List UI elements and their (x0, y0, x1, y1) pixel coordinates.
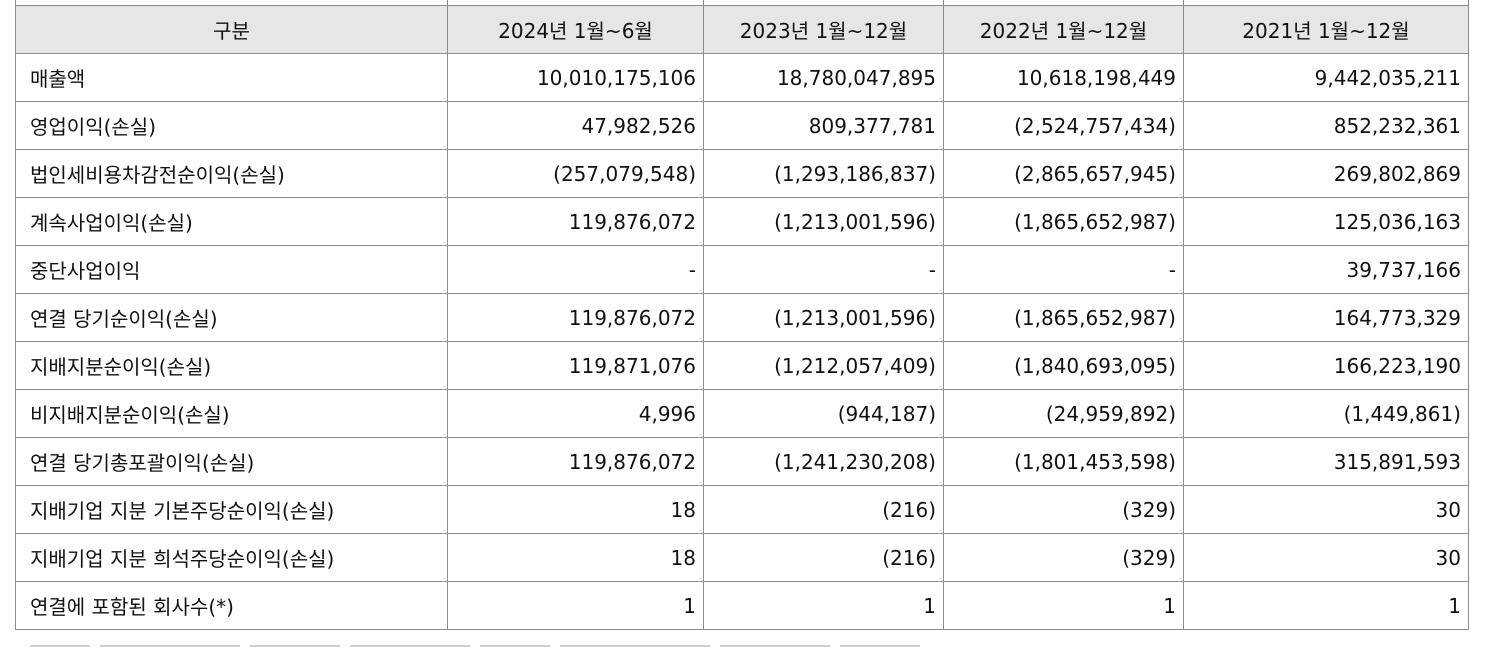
row-label: 계속사업이익(손실) (15, 197, 448, 246)
cell-2022: 1 (943, 581, 1184, 630)
cell-2022: (1,840,693,095) (943, 341, 1184, 390)
cell-2024-h1: 47,982,526 (447, 101, 704, 150)
cell-2021: 269,802,869 (1183, 149, 1469, 198)
row-label: 영업이익(손실) (15, 101, 448, 150)
header-row: 구분 2024년 1월~6월 2023년 1월~12월 2022년 1월~12월… (15, 5, 1469, 54)
table-row: 영업이익(손실) 47,982,526 809,377,781 (2,524,7… (15, 101, 1469, 150)
row-label: 법인세비용차감전순이익(손실) (15, 149, 448, 198)
cell-2021: 315,891,593 (1183, 437, 1469, 486)
table-row: 법인세비용차감전순이익(손실) (257,079,548) (1,293,186… (15, 149, 1469, 198)
row-label: 연결 당기총포괄이익(손실) (15, 437, 448, 486)
cell-2021: 164,773,329 (1183, 293, 1469, 342)
row-label: 지배기업 지분 기본주당순이익(손실) (15, 485, 448, 534)
cell-2022: - (943, 245, 1184, 294)
cell-2021: 852,232,361 (1183, 101, 1469, 150)
cell-2021: 1 (1183, 581, 1469, 630)
cell-2022: (2,865,657,945) (943, 149, 1184, 198)
table-row: 연결 당기순이익(손실) 119,876,072 (1,213,001,596)… (15, 293, 1469, 342)
header-2024-h1: 2024년 1월~6월 (447, 5, 704, 54)
table-row: 계속사업이익(손실) 119,876,072 (1,213,001,596) (… (15, 197, 1469, 246)
cell-2023: (1,293,186,837) (703, 149, 944, 198)
row-label: 지배기업 지분 희석주당순이익(손실) (15, 533, 448, 582)
cell-2021: (1,449,861) (1183, 389, 1469, 438)
table-row: 지배기업 지분 희석주당순이익(손실) 18 (216) (329) 30 (15, 533, 1469, 582)
cell-2024-h1: 18 (447, 485, 704, 534)
cell-2024-h1: 4,996 (447, 389, 704, 438)
cell-2022: (1,865,652,987) (943, 293, 1184, 342)
cell-2023: (1,213,001,596) (703, 293, 944, 342)
cell-2022: (329) (943, 485, 1184, 534)
cell-2024-h1: 119,876,072 (447, 293, 704, 342)
row-label: 지배지분순이익(손실) (15, 341, 448, 390)
cell-2024-h1: 119,876,072 (447, 197, 704, 246)
cell-2024-h1: 1 (447, 581, 704, 630)
cell-2023: (1,241,230,208) (703, 437, 944, 486)
table-row: 지배기업 지분 기본주당순이익(손실) 18 (216) (329) 30 (15, 485, 1469, 534)
cell-2024-h1: 119,876,072 (447, 437, 704, 486)
cell-2024-h1: 18 (447, 533, 704, 582)
header-2023: 2023년 1월~12월 (703, 5, 944, 54)
cell-2023: (1,213,001,596) (703, 197, 944, 246)
cell-2023: 809,377,781 (703, 101, 944, 150)
cell-2024-h1: 119,871,076 (447, 341, 704, 390)
cell-2023: 18,780,047,895 (703, 53, 944, 102)
cell-2022: (329) (943, 533, 1184, 582)
cell-2021: 9,442,035,211 (1183, 53, 1469, 102)
row-label: 연결에 포함된 회사수(*) (15, 581, 448, 630)
table-row: 지배지분순이익(손실) 119,871,076 (1,212,057,409) … (15, 341, 1469, 390)
cell-2024-h1: (257,079,548) (447, 149, 704, 198)
table-row: 비지배지분순이익(손실) 4,996 (944,187) (24,959,892… (15, 389, 1469, 438)
cell-2024-h1: 10,010,175,106 (447, 53, 704, 102)
cell-2023: (944,187) (703, 389, 944, 438)
cell-2022: (2,524,757,434) (943, 101, 1184, 150)
table-row: 연결에 포함된 회사수(*) 1 1 1 1 (15, 581, 1469, 630)
cell-2023: (1,212,057,409) (703, 341, 944, 390)
financial-summary-table-container: 구분 2024년 1월~6월 2023년 1월~12월 2022년 1월~12월… (15, 5, 1469, 630)
row-label: 중단사업이익 (15, 245, 448, 294)
row-label: 매출액 (15, 53, 448, 102)
cell-2022: (1,801,453,598) (943, 437, 1184, 486)
header-2022: 2022년 1월~12월 (943, 5, 1184, 54)
header-category: 구분 (15, 5, 448, 54)
cell-2023: (216) (703, 485, 944, 534)
cell-2021: 125,036,163 (1183, 197, 1469, 246)
header-2021: 2021년 1월~12월 (1183, 5, 1469, 54)
table-row: 매출액 10,010,175,106 18,780,047,895 10,618… (15, 53, 1469, 102)
cell-2021: 30 (1183, 485, 1469, 534)
cropped-footnote (30, 640, 970, 648)
cell-2023: 1 (703, 581, 944, 630)
cell-2022: (24,959,892) (943, 389, 1184, 438)
row-label: 비지배지분순이익(손실) (15, 389, 448, 438)
cell-2021: 166,223,190 (1183, 341, 1469, 390)
cell-2022: 10,618,198,449 (943, 53, 1184, 102)
cell-2021: 30 (1183, 533, 1469, 582)
cell-2021: 39,737,166 (1183, 245, 1469, 294)
financial-summary-table: 구분 2024년 1월~6월 2023년 1월~12월 2022년 1월~12월… (15, 5, 1469, 630)
table-row: 연결 당기총포괄이익(손실) 119,876,072 (1,241,230,20… (15, 437, 1469, 486)
cell-2023: - (703, 245, 944, 294)
cell-2023: (216) (703, 533, 944, 582)
cell-2024-h1: - (447, 245, 704, 294)
table-row: 중단사업이익 - - - 39,737,166 (15, 245, 1469, 294)
row-label: 연결 당기순이익(손실) (15, 293, 448, 342)
cell-2022: (1,865,652,987) (943, 197, 1184, 246)
